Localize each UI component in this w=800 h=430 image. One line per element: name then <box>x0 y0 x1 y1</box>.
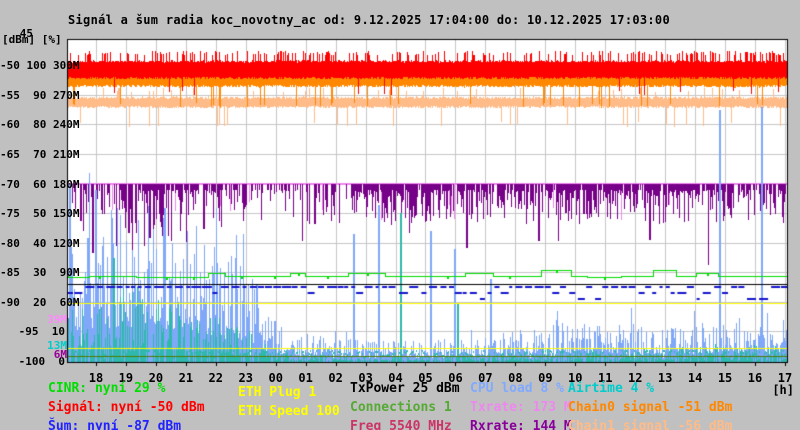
hour-label: 20 <box>148 371 164 385</box>
legend-cpu: CPU load 8 % <box>470 381 564 396</box>
y-tick-row: -70 60 180M <box>0 178 80 191</box>
y-tick-row: -50 100 300M <box>0 59 80 72</box>
hour-label: 09 <box>538 371 553 385</box>
hour-label: 06 <box>448 371 463 385</box>
y-side-label: 6M <box>53 348 67 361</box>
y-tick-row: -60 80 240M <box>0 118 80 131</box>
y-tick-row: -95 10 <box>18 325 65 338</box>
y-tick-row: -85 30 90M <box>0 266 80 279</box>
y-tick-row: -55 90 270M <box>0 89 80 102</box>
y-side-label: 39M <box>47 313 67 326</box>
y-tick-row: -100 0 <box>18 355 65 368</box>
hour-label: 03 <box>358 371 373 385</box>
hour-label: 18 <box>88 371 104 385</box>
legend-airtime: Airtime 4 % <box>568 381 655 396</box>
hour-label: 04 <box>388 371 403 385</box>
hour-label: 10 <box>568 371 583 385</box>
legend-eth-speed: ETH Speed 100 <box>238 404 340 419</box>
legend-txpower: TxPower 25 dBm <box>350 381 460 396</box>
legend-freq: Freq 5540 MHz <box>350 419 452 430</box>
hour-label: 05 <box>418 371 433 385</box>
axis-unit-label: [dBm] [%] <box>2 33 62 46</box>
legend-chain1: Chain1 signal -56 dBm <box>568 419 733 430</box>
hour-label: 15 <box>717 371 733 385</box>
hour-label: 22 <box>208 371 223 385</box>
hour-label: 21 <box>178 371 194 385</box>
hour-label: 19 <box>118 371 134 385</box>
y-tick-row: -75 50 150M <box>0 207 80 220</box>
hour-label: 01 <box>298 371 313 385</box>
hour-label: 07 <box>478 371 493 385</box>
legend-signal: Signál: nyní -50 dBm <box>48 400 205 415</box>
legend-txrate: Txrate: 173 M <box>470 400 572 415</box>
legend-chain0: Chain0 signal -51 dBm <box>568 400 733 415</box>
legend-sum: Šum: nyní -87 dBm <box>48 419 182 430</box>
hour-label: 12 <box>627 371 643 385</box>
hour-label: 02 <box>328 371 343 385</box>
hour-label: 16 <box>747 371 763 385</box>
hour-label: 00 <box>268 371 283 385</box>
legend-eth-plug: ETH Plug 1 <box>238 385 317 400</box>
hour-label: 08 <box>508 371 523 385</box>
hour-label: 14 <box>687 371 703 385</box>
y-tick-row: -90 20 60M <box>0 296 80 309</box>
y-tick-row: -80 40 120M <box>0 237 80 250</box>
y-tick-row: -65 70 210M <box>0 148 80 161</box>
legend-connections: Connections 1 <box>350 400 452 415</box>
hour-label: 11 <box>598 371 613 385</box>
hour-label: 17 <box>777 371 793 385</box>
x-axis-unit-label: [h] <box>772 383 794 397</box>
legend-cinr: CINR: nyní 29 % <box>48 381 166 396</box>
hour-label: 23 <box>238 371 253 385</box>
y-side-label: 13M <box>47 339 67 352</box>
hour-label: 13 <box>657 371 673 385</box>
legend-rxrate: Rxrate: 144 M <box>470 419 572 430</box>
